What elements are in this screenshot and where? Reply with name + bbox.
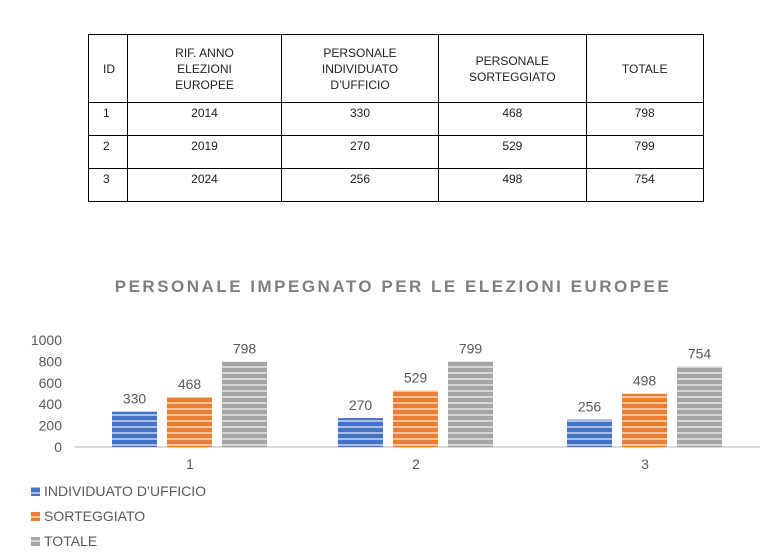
header-totale: TOTALE (585, 34, 704, 103)
bar (167, 396, 212, 447)
table-header-row: ID RIF. ANNO ELEZIONI EUROPEE PERSONALE … (88, 34, 704, 103)
data-label: 754 (688, 345, 712, 361)
data-label: 529 (404, 369, 428, 385)
chart-title: PERSONALE IMPEGNATO PER LE ELEZIONI EURO… (115, 277, 672, 296)
table-cell: 1 (88, 102, 128, 136)
table-cell: 799 (585, 135, 704, 169)
data-label: 330 (123, 391, 147, 407)
header-year: RIF. ANNO ELEZIONI EUROPEE (127, 34, 282, 103)
table-cell: 3 (88, 168, 128, 202)
table-cell: 2024 (127, 168, 282, 202)
y-tick-label: 600 (39, 375, 63, 391)
bar (338, 418, 383, 447)
data-label: 270 (349, 397, 373, 413)
header-id: ID (88, 34, 128, 103)
table-cell: 498 (438, 168, 587, 202)
table-cell: 468 (438, 102, 587, 136)
x-tick-label: 1 (186, 456, 194, 472)
table-cell: 2 (88, 135, 128, 169)
table-cell: 256 (281, 168, 439, 202)
bar (448, 361, 493, 447)
legend-swatch (31, 512, 40, 521)
bar (112, 411, 157, 447)
x-tick-label: 2 (412, 456, 420, 472)
data-label: 256 (578, 399, 602, 415)
table-cell: 2019 (127, 135, 282, 169)
data-label: 798 (233, 341, 257, 357)
table-cell: 529 (438, 135, 587, 169)
header-sorteggiato: PERSONALE SORTEGGIATO (438, 34, 587, 103)
header-individuato: PERSONALE INDIVIDUATO D’UFFICIO (281, 34, 439, 103)
table-cell: 330 (281, 102, 439, 136)
bar (393, 390, 438, 447)
table-cell: 798 (585, 102, 704, 136)
legend-label: INDIVIDUATO D’UFFICIO (44, 483, 206, 499)
y-tick-label: 400 (39, 396, 63, 412)
legend-swatch (31, 537, 40, 546)
table-cell: 2014 (127, 102, 282, 136)
y-tick-label: 0 (54, 439, 62, 455)
y-tick-label: 1000 (31, 332, 62, 348)
table-row: 3 2024 256 498 754 (88, 168, 704, 202)
legend-label: TOTALE (44, 533, 97, 549)
bar (677, 366, 722, 447)
y-tick-label: 200 (39, 418, 63, 434)
table-cell: 754 (585, 168, 704, 202)
x-tick-label: 3 (641, 456, 649, 472)
table-row: 2 2019 270 529 799 (88, 135, 704, 169)
data-label: 799 (459, 341, 483, 357)
data-label: 468 (178, 376, 202, 392)
data-label: 498 (633, 373, 657, 389)
bar-chart: PERSONALE IMPEGNATO PER LE ELEZIONI EURO… (31, 277, 760, 549)
data-table: ID RIF. ANNO ELEZIONI EUROPEE PERSONALE … (88, 34, 704, 202)
y-tick-label: 800 (39, 353, 63, 369)
legend-label: SORTEGGIATO (44, 508, 145, 524)
bar (222, 361, 267, 447)
bar (567, 419, 612, 447)
table-row: 1 2014 330 468 798 (88, 102, 704, 136)
legend-swatch (31, 487, 40, 496)
table-cell: 270 (281, 135, 439, 169)
bar (622, 393, 667, 447)
